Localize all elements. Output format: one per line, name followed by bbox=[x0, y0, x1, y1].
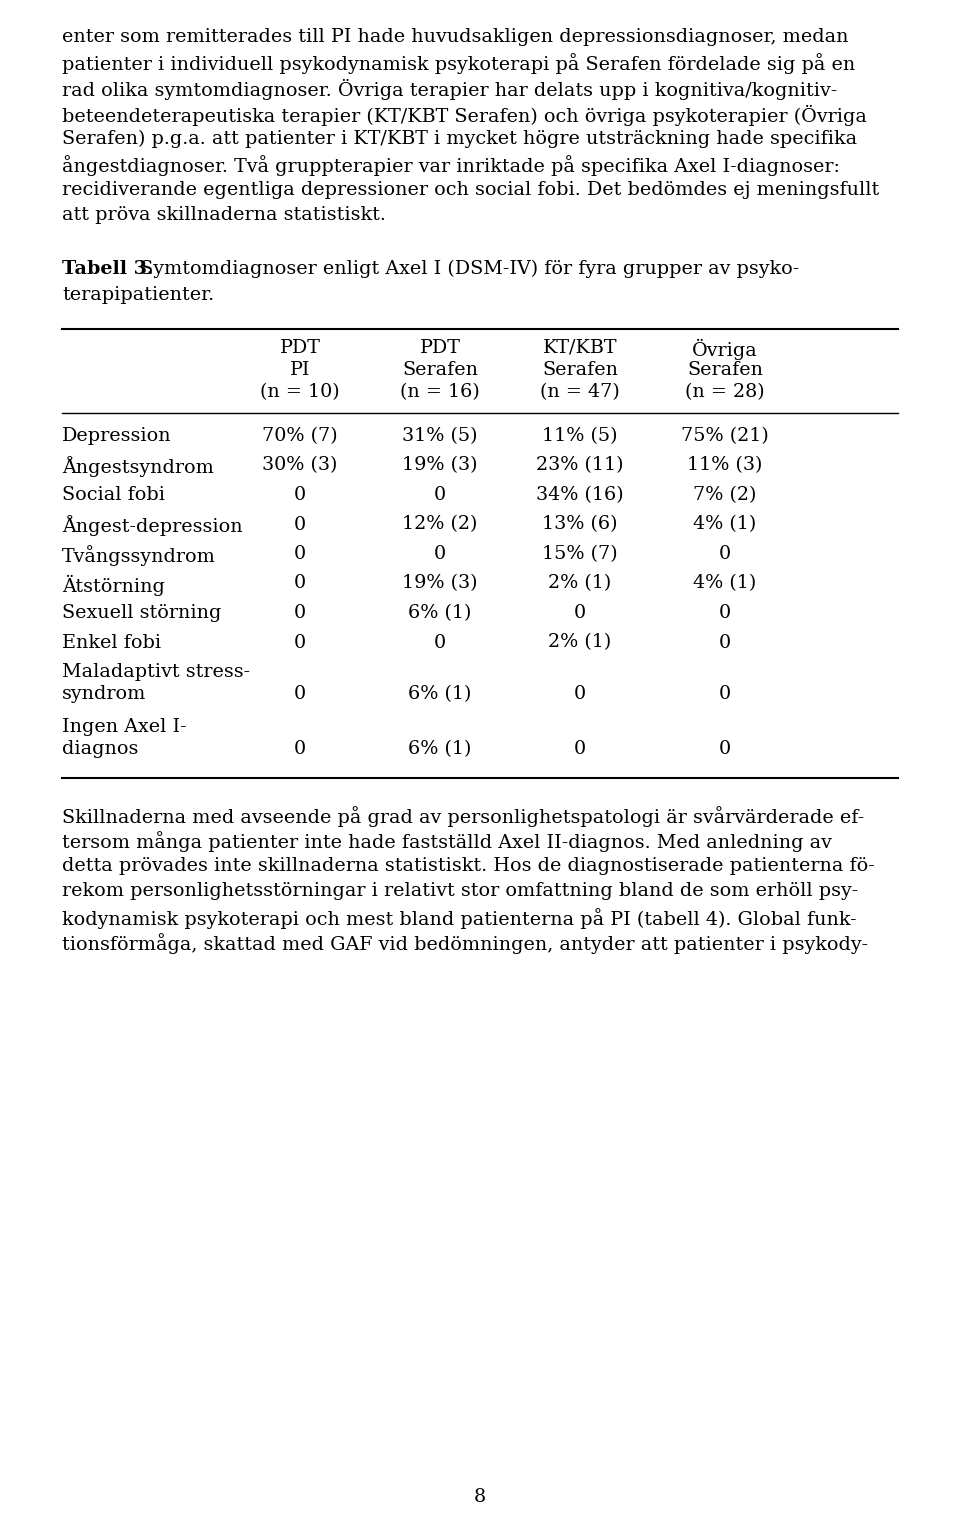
Text: Ångest-depression: Ångest-depression bbox=[62, 515, 243, 536]
Text: 75% (21): 75% (21) bbox=[682, 427, 769, 445]
Text: 70% (7): 70% (7) bbox=[262, 427, 338, 445]
Text: 4% (1): 4% (1) bbox=[693, 574, 756, 592]
Text: 0: 0 bbox=[719, 633, 732, 651]
Text: 0: 0 bbox=[719, 545, 732, 564]
Text: 19% (3): 19% (3) bbox=[402, 574, 478, 592]
Text: 0: 0 bbox=[294, 685, 306, 703]
Text: 6% (1): 6% (1) bbox=[408, 685, 471, 703]
Text: 2% (1): 2% (1) bbox=[548, 574, 612, 592]
Text: 11% (5): 11% (5) bbox=[542, 427, 617, 445]
Text: Symtomdiagnoser enligt Axel I (DSM-IV) för fyra grupper av psyko-: Symtomdiagnoser enligt Axel I (DSM-IV) f… bbox=[134, 261, 800, 279]
Text: KT/KBT: KT/KBT bbox=[542, 339, 617, 358]
Text: 11% (3): 11% (3) bbox=[687, 456, 762, 474]
Text: 8: 8 bbox=[474, 1488, 486, 1506]
Text: 31% (5): 31% (5) bbox=[402, 427, 478, 445]
Text: tionsförmåga, skattad med GAF vid bedömningen, antyder att patienter i psykody-: tionsförmåga, skattad med GAF vid bedömn… bbox=[62, 933, 868, 954]
Text: 0: 0 bbox=[294, 486, 306, 504]
Text: 0: 0 bbox=[719, 685, 732, 703]
Text: 0: 0 bbox=[294, 545, 306, 564]
Text: enter som remitterades till PI hade huvudsakligen depressionsdiagnoser, medan: enter som remitterades till PI hade huvu… bbox=[62, 27, 849, 45]
Text: PDT: PDT bbox=[279, 339, 321, 358]
Text: 0: 0 bbox=[294, 741, 306, 759]
Text: 15% (7): 15% (7) bbox=[542, 545, 618, 564]
Text: 6% (1): 6% (1) bbox=[408, 741, 471, 759]
Text: patienter i individuell psykodynamisk psykoterapi på Serafen fördelade sig på en: patienter i individuell psykodynamisk ps… bbox=[62, 53, 855, 74]
Text: Maladaptivt stress-: Maladaptivt stress- bbox=[62, 664, 251, 682]
Text: 34% (16): 34% (16) bbox=[537, 486, 624, 504]
Text: att pröva skillnaderna statistiskt.: att pröva skillnaderna statistiskt. bbox=[62, 206, 386, 224]
Text: beteendeterapeutiska terapier (KT/KBT Serafen) och övriga psykoterapier (Övriga: beteendeterapeutiska terapier (KT/KBT Se… bbox=[62, 105, 867, 126]
Text: 0: 0 bbox=[294, 604, 306, 623]
Text: 6% (1): 6% (1) bbox=[408, 604, 471, 623]
Text: 0: 0 bbox=[574, 604, 586, 623]
Text: 0: 0 bbox=[719, 604, 732, 623]
Text: 0: 0 bbox=[434, 633, 446, 651]
Text: 13% (6): 13% (6) bbox=[542, 515, 617, 533]
Text: detta prövades inte skillnaderna statistiskt. Hos de diagnostiserade patienterna: detta prövades inte skillnaderna statist… bbox=[62, 857, 875, 876]
Text: kodynamisk psykoterapi och mest bland patienterna på PI (tabell 4). Global funk-: kodynamisk psykoterapi och mest bland pa… bbox=[62, 907, 856, 929]
Text: terapipatienter.: terapipatienter. bbox=[62, 285, 214, 303]
Text: diagnos: diagnos bbox=[62, 741, 138, 759]
Text: rad olika symtomdiagnoser. Övriga terapier har delats upp i kognitiva/kognitiv-: rad olika symtomdiagnoser. Övriga terapi… bbox=[62, 79, 837, 100]
Text: Tvångssyndrom: Tvångssyndrom bbox=[62, 545, 216, 567]
Text: recidiverande egentliga depressioner och social fobi. Det bedömdes ej meningsful: recidiverande egentliga depressioner och… bbox=[62, 180, 879, 198]
Text: Serafen: Serafen bbox=[402, 361, 478, 379]
Text: (n = 10): (n = 10) bbox=[260, 383, 340, 401]
Text: 19% (3): 19% (3) bbox=[402, 456, 478, 474]
Text: 0: 0 bbox=[434, 486, 446, 504]
Text: Sexuell störning: Sexuell störning bbox=[62, 604, 222, 623]
Text: 0: 0 bbox=[574, 685, 586, 703]
Text: Social fobi: Social fobi bbox=[62, 486, 165, 504]
Text: (n = 47): (n = 47) bbox=[540, 383, 620, 401]
Text: 2% (1): 2% (1) bbox=[548, 633, 612, 651]
Text: Ångestsyndrom: Ångestsyndrom bbox=[62, 456, 214, 477]
Text: PDT: PDT bbox=[420, 339, 461, 358]
Text: rekom personlighetsstörningar i relativt stor omfattning bland de som erhöll psy: rekom personlighetsstörningar i relativt… bbox=[62, 883, 858, 900]
Text: 0: 0 bbox=[294, 515, 306, 533]
Text: Serafen) p.g.a. att patienter i KT/KBT i mycket högre utsträckning hade specifik: Serafen) p.g.a. att patienter i KT/KBT i… bbox=[62, 130, 857, 148]
Text: 12% (2): 12% (2) bbox=[402, 515, 478, 533]
Text: (n = 16): (n = 16) bbox=[400, 383, 480, 401]
Text: Enkel fobi: Enkel fobi bbox=[62, 633, 161, 651]
Text: ångestdiagnoser. Två gruppterapier var inriktade på specifika Axel I-diagnoser:: ångestdiagnoser. Två gruppterapier var i… bbox=[62, 156, 840, 176]
Text: PI: PI bbox=[290, 361, 310, 379]
Text: 23% (11): 23% (11) bbox=[537, 456, 624, 474]
Text: Skillnaderna med avseende på grad av personlighetspatologi är svårvärderade ef-: Skillnaderna med avseende på grad av per… bbox=[62, 806, 864, 827]
Text: 0: 0 bbox=[294, 633, 306, 651]
Text: Depression: Depression bbox=[62, 427, 172, 445]
Text: 0: 0 bbox=[574, 741, 586, 759]
Text: tersom många patienter inte hade fastställd Axel II-diagnos. Med anledning av: tersom många patienter inte hade faststä… bbox=[62, 832, 832, 853]
Text: 4% (1): 4% (1) bbox=[693, 515, 756, 533]
Text: (n = 28): (n = 28) bbox=[685, 383, 765, 401]
Text: 0: 0 bbox=[719, 741, 732, 759]
Text: 0: 0 bbox=[434, 545, 446, 564]
Text: 30% (3): 30% (3) bbox=[262, 456, 338, 474]
Text: Serafen: Serafen bbox=[542, 361, 618, 379]
Text: 0: 0 bbox=[294, 574, 306, 592]
Text: syndrom: syndrom bbox=[62, 685, 146, 703]
Text: Övriga: Övriga bbox=[692, 339, 757, 361]
Text: Ätstörning: Ätstörning bbox=[62, 574, 165, 595]
Text: Ingen Axel I-: Ingen Axel I- bbox=[62, 718, 186, 736]
Text: Serafen: Serafen bbox=[687, 361, 763, 379]
Text: 7% (2): 7% (2) bbox=[693, 486, 756, 504]
Text: Tabell 3.: Tabell 3. bbox=[62, 261, 154, 277]
